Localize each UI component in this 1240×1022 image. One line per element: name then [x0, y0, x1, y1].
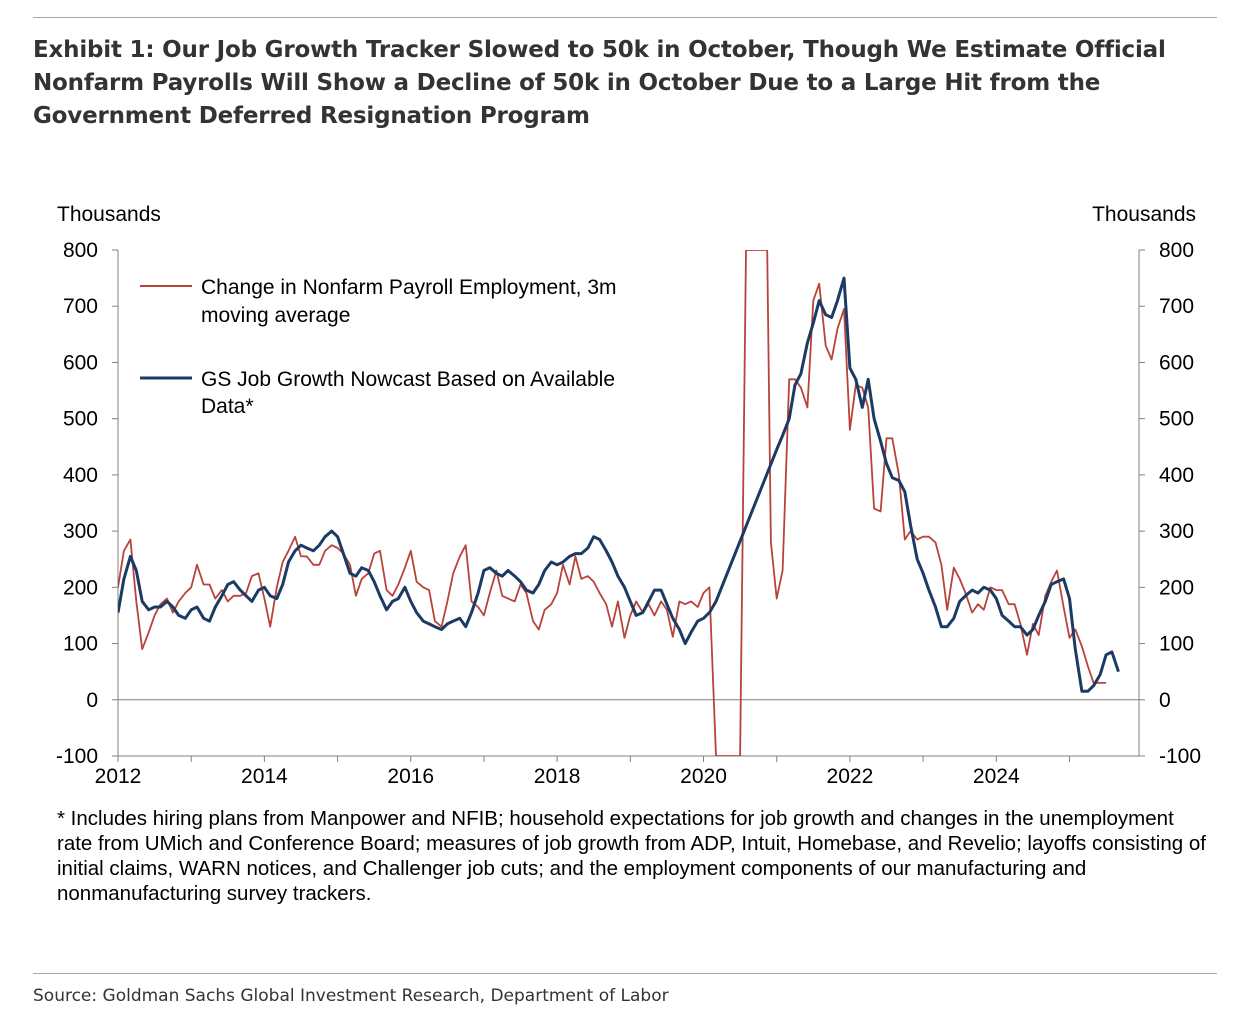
y-tick-label-right: 400 — [1159, 464, 1194, 487]
x-tick-label: 2020 — [680, 765, 727, 788]
y-tick-label-right: -100 — [1159, 745, 1201, 768]
y-tick-label-right: 500 — [1159, 408, 1194, 431]
y-tick-label-left: 800 — [63, 239, 98, 262]
x-tick-label: 2014 — [241, 765, 288, 788]
legend-label-payroll: Change in Nonfarm Payroll Employment, 3m… — [201, 276, 622, 327]
y-tick-label-left: 400 — [63, 464, 98, 487]
footnote: * Includes hiring plans from Manpower an… — [57, 807, 1206, 905]
legend: Change in Nonfarm Payroll Employment, 3m… — [140, 276, 622, 418]
x-tick-label: 2022 — [827, 765, 874, 788]
line-chart: Thousands Thousands -100 -100 0 0 100 100 200 2… — [56, 203, 1201, 788]
y-tick-label-left: 100 — [63, 633, 98, 656]
y-tick-label-left: -100 — [56, 745, 98, 768]
top-rule — [33, 17, 1217, 18]
y-axis-label-left: Thousands — [57, 203, 161, 226]
y-tick-label-left: 600 — [63, 351, 98, 374]
chart-title: Exhibit 1: Our Job Growth Tracker Slowed… — [33, 37, 1166, 129]
series-line-payroll — [118, 250, 1107, 756]
y-tick-label-right: 600 — [1159, 351, 1194, 374]
legend-label-nowcast: GS Job Growth Nowcast Based on Available… — [201, 368, 621, 418]
y-tick-label-left: 0 — [86, 689, 98, 712]
y-tick-label-right: 200 — [1159, 576, 1194, 599]
source-note: Source: Goldman Sachs Global Investment … — [33, 986, 669, 1006]
y-tick-label-right: 0 — [1159, 689, 1171, 712]
y-tick-label-right: 700 — [1159, 295, 1194, 318]
y-tick-label-left: 200 — [63, 576, 98, 599]
y-axis-label-right: Thousands — [1092, 203, 1196, 226]
x-tick-label: 2018 — [534, 765, 581, 788]
axes: -100 -100 0 0 100 100 200 200 300 300 400 400 500 500… — [56, 239, 1201, 788]
bottom-rule — [33, 973, 1217, 974]
x-tick-label: 2012 — [95, 765, 142, 788]
x-tick-label: 2016 — [387, 765, 434, 788]
series-line-nowcast — [118, 276, 1120, 693]
x-tick-label: 2024 — [973, 765, 1020, 788]
y-tick-label-right: 300 — [1159, 520, 1194, 543]
y-tick-label-left: 300 — [63, 520, 98, 543]
y-tick-label-right: 100 — [1159, 633, 1194, 656]
y-tick-label-right: 800 — [1159, 239, 1194, 262]
series-lines — [118, 250, 1120, 756]
y-tick-label-left: 500 — [63, 408, 98, 431]
y-tick-label-left: 700 — [63, 295, 98, 318]
